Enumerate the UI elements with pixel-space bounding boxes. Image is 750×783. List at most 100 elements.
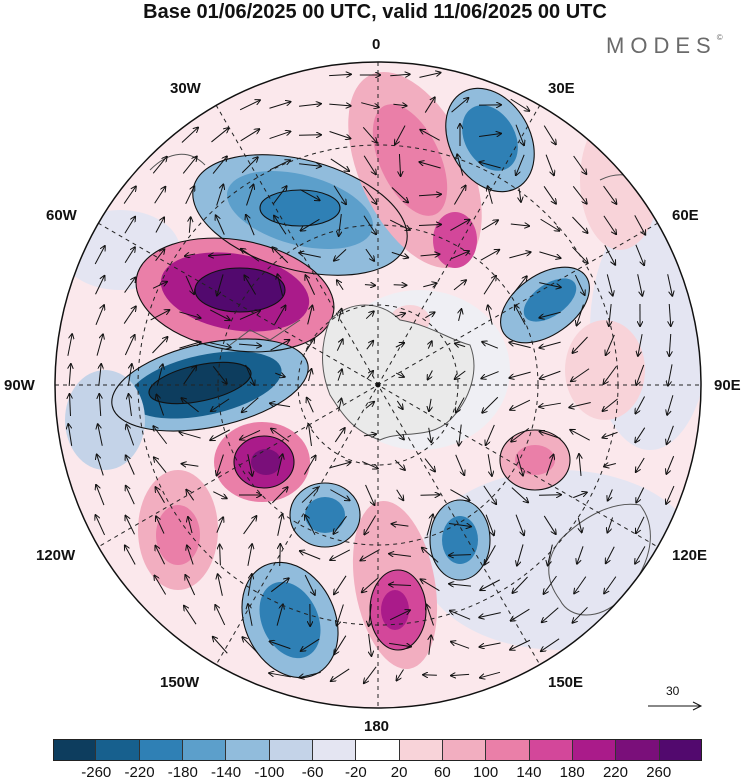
wind-vector [242, 637, 259, 654]
wind-vector [426, 605, 434, 626]
wind-vector [212, 366, 227, 383]
wind-vector [449, 523, 471, 526]
legend-tick-label: -20 [345, 764, 367, 781]
lon-label-0: 0 [372, 36, 381, 53]
legend-swatch [572, 739, 617, 761]
wind-vector [269, 102, 290, 109]
wind-vector [548, 544, 553, 566]
wind-vector [425, 312, 434, 319]
wind-vector [154, 457, 167, 473]
wind-vector [181, 398, 199, 413]
legend-tick-label: -60 [301, 764, 324, 781]
wind-vector [274, 216, 287, 235]
wind-vector [479, 612, 501, 618]
wind-vector [635, 244, 644, 265]
wind-vector [152, 157, 167, 174]
legend-swatch [356, 739, 400, 761]
wind-vector [666, 485, 675, 504]
wind-vector [123, 186, 136, 204]
wind-vector [389, 585, 412, 586]
brand-mark: © [716, 33, 723, 42]
wind-vector [124, 247, 135, 264]
wind-vector [428, 341, 432, 349]
wind-vector [339, 214, 342, 236]
lon-label-60w: 60W [46, 207, 77, 224]
wind-vector [270, 340, 290, 351]
wind-vector [482, 396, 499, 412]
wind-vector [360, 549, 380, 561]
wind-vector [213, 491, 226, 499]
legend-swatch [529, 739, 573, 761]
wind-vector [309, 424, 312, 446]
wind-vector [334, 428, 344, 443]
wind-vector [573, 606, 588, 622]
wind-vector [99, 394, 100, 417]
wind-vector [573, 155, 587, 174]
wind-vector [667, 274, 673, 296]
wind-vector [511, 487, 528, 503]
wind-vector [155, 217, 164, 233]
wind-vector [126, 425, 135, 446]
wind-vector [516, 454, 523, 475]
wind-vector [69, 364, 71, 387]
wind-vector [424, 458, 435, 472]
wind-vector [125, 516, 135, 535]
wind-vector [606, 274, 612, 295]
wind-vector [271, 429, 290, 442]
wind-vector [70, 394, 71, 417]
legend-swatch [96, 739, 140, 761]
wind-vector [362, 127, 377, 142]
wind-vector [571, 368, 590, 382]
wind-vector [150, 310, 170, 321]
wind-vector [272, 186, 286, 205]
wind-vector [363, 434, 376, 436]
wind-vector [578, 517, 581, 533]
wind-vector [515, 124, 524, 145]
wind-vector [362, 577, 379, 593]
wind-vector [95, 305, 104, 326]
wind-vector [389, 554, 411, 557]
wind-vector [515, 305, 526, 325]
legend-swatch [53, 739, 97, 761]
lon-label-120w: 120W [36, 547, 76, 564]
legend-swatch [226, 739, 270, 761]
wind-vector [635, 396, 646, 414]
wind-vector [635, 427, 646, 443]
wind-vector [299, 104, 321, 106]
south-pole-marker [375, 382, 381, 388]
wind-vector [453, 186, 465, 205]
wind-vector [394, 313, 405, 316]
wind-vector [510, 639, 531, 649]
wind-vector [241, 249, 260, 262]
wind-vector [606, 546, 615, 564]
wind-vector [299, 253, 321, 258]
wind-vector [455, 343, 466, 346]
wind-vector [509, 252, 530, 259]
wind-vector [389, 219, 410, 230]
wind-vector [577, 304, 584, 326]
wind-vector [247, 544, 252, 566]
lon-label-150w: 150W [160, 674, 200, 691]
wind-vector [329, 462, 350, 469]
wind-vector [330, 158, 349, 171]
wind-vector [574, 274, 584, 295]
lon-label-30e: 30E [548, 80, 575, 97]
wind-vector [244, 276, 256, 295]
wind-vector [155, 487, 165, 504]
wind-vector [481, 371, 499, 379]
wind-vector [245, 364, 255, 385]
wind-vector [99, 364, 101, 386]
wind-vector [606, 334, 615, 355]
wind-vector [305, 275, 316, 295]
wind-vector [303, 456, 315, 475]
wind-vector [307, 306, 313, 325]
wind-vector [185, 275, 194, 294]
wind-vector [451, 98, 469, 113]
wind-vector [459, 424, 461, 446]
legend-tick-label: -220 [124, 764, 155, 781]
wind-vector [179, 342, 200, 349]
wind-vector [636, 364, 645, 385]
wind-vector [637, 274, 643, 296]
wind-vector [95, 276, 105, 295]
wind-vector [451, 642, 470, 649]
